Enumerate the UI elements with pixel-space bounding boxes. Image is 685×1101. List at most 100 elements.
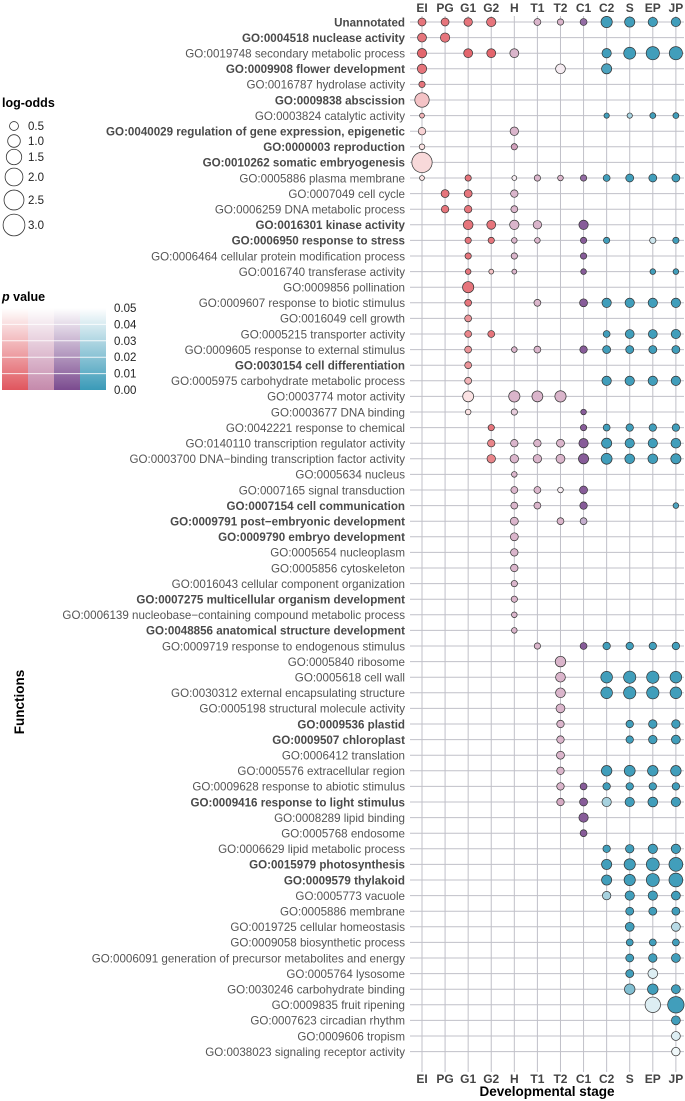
size-legend-circle <box>3 189 25 211</box>
top-stage-label-ep: EP <box>645 1 661 15</box>
bubble-point <box>440 17 450 27</box>
bubble-point <box>580 408 587 416</box>
bubble-point <box>603 112 610 119</box>
bottom-stage-label-c2: C2 <box>599 1072 615 1086</box>
bubble-point <box>602 891 612 901</box>
bubble-point <box>671 984 681 994</box>
function-label: GO:0140110 transcription regulator activ… <box>185 438 405 451</box>
function-label: GO:0016301 kinase activity <box>255 219 405 232</box>
bubble-point <box>440 32 451 43</box>
bubble-point <box>509 126 519 136</box>
top-stage-label-jp: JP <box>669 1 684 15</box>
bubble-point <box>509 516 519 526</box>
function-label: GO:0005773 vacuole <box>295 890 405 903</box>
bubble-point <box>510 486 519 494</box>
bubble-point <box>511 611 518 618</box>
function-label: GO:0030312 external encapsulating struct… <box>171 687 405 700</box>
bubble-point <box>625 782 634 791</box>
bubble-point <box>556 438 565 448</box>
size-legend-title: log-odds <box>2 96 55 110</box>
bubble-point <box>464 314 472 323</box>
bubble-point <box>464 298 472 307</box>
bubble-point <box>601 858 613 870</box>
bubble-point <box>579 18 588 26</box>
bubble-point <box>649 236 657 244</box>
bubble-point <box>625 719 634 729</box>
bubble-point <box>579 829 588 838</box>
function-label: GO:0009628 response to abiotic stimulus <box>192 781 405 794</box>
function-label: GO:0040029 regulation of gene expression… <box>106 126 406 139</box>
bubble-point <box>624 438 635 449</box>
bubble-point <box>625 844 635 854</box>
bubble-point <box>555 703 566 714</box>
function-label: GO:0015979 photosynthesis <box>249 859 405 872</box>
bubble-point <box>463 17 473 27</box>
bubble-point <box>670 453 682 465</box>
bubble-point <box>647 438 658 449</box>
bubble-point <box>555 63 566 75</box>
bottom-stage-labels: EI PG G1 G2 H T1 T2 C1 C2 S EP JP <box>416 1072 683 1086</box>
function-label: GO:0005975 carbohydrate metabolic proces… <box>171 375 405 388</box>
bubble-point <box>625 906 635 916</box>
bubble-point <box>624 921 635 932</box>
bubble-point <box>510 439 519 448</box>
bubble-point <box>601 437 613 449</box>
color-legend-tick-label: 0.02 <box>114 352 136 364</box>
size-legend-label: 1.0 <box>28 136 44 148</box>
bubble-point <box>580 252 588 260</box>
bubble-point <box>510 252 518 260</box>
bubble-point <box>579 642 588 650</box>
bubble-point <box>579 501 588 510</box>
bubble-point <box>601 796 612 808</box>
function-label: GO:0016740 transferase activity <box>239 266 405 279</box>
bubble-point <box>464 236 472 244</box>
function-label: GO:0005634 nucleus <box>295 469 405 482</box>
bubble-point <box>601 63 613 75</box>
bubble-point <box>578 453 589 465</box>
bubble-point <box>579 345 588 354</box>
bubble-point <box>646 686 660 700</box>
bubble-point <box>624 796 635 808</box>
bubble-point <box>648 345 658 354</box>
bottom-stage-label-c1: C1 <box>576 1072 592 1086</box>
bubble-point <box>579 782 588 791</box>
bubble-point <box>534 237 541 244</box>
function-label: GO:0009791 post−embryonic development <box>170 516 405 529</box>
bubble-point <box>625 423 634 432</box>
bubble-point <box>580 174 588 182</box>
function-label: GO:0008289 lipid binding <box>274 812 405 825</box>
bubble-point <box>511 346 518 353</box>
function-label: GO:0005576 extracellular region <box>237 765 405 778</box>
bottom-stage-label-jp: JP <box>669 1072 684 1086</box>
bubble-point <box>625 735 634 744</box>
bubble-point <box>649 112 657 119</box>
bubble-point <box>509 219 520 230</box>
function-label: GO:0003700 DNA−binding transcription fac… <box>130 453 406 466</box>
y-axis-title: Functions <box>12 670 27 735</box>
bubble-point <box>555 671 566 683</box>
bubble-point <box>417 127 427 136</box>
bubble-point <box>671 719 681 729</box>
function-label: GO:0009579 thylakoid <box>284 874 405 887</box>
bubble-point <box>533 439 542 448</box>
function-label: GO:0003677 DNA binding <box>271 406 405 419</box>
function-label: GO:0019725 cellular homeostasis <box>230 921 405 934</box>
function-label: GO:0009719 response to endogenous stimul… <box>162 640 405 653</box>
bubble-point <box>464 361 472 370</box>
bubble-point <box>463 48 473 58</box>
bubble-point <box>556 766 565 775</box>
bubble-point <box>648 735 658 745</box>
bubble-point <box>464 345 472 354</box>
color-legend-tick-label: 0.03 <box>114 336 136 348</box>
bubble-point <box>623 858 636 871</box>
function-label: GO:0003824 catalytic activity <box>255 110 405 123</box>
bubble-point <box>511 268 518 275</box>
function-label: GO:0009606 tropism <box>297 1030 405 1043</box>
bubble-point <box>487 330 496 338</box>
bubble-point <box>487 439 496 448</box>
top-stage-label-c1: C1 <box>576 1 592 15</box>
size-legend-circle <box>4 167 24 187</box>
function-label: GO:0005764 lysosome <box>286 968 405 981</box>
top-stage-label-g1: G1 <box>460 1 476 15</box>
bubble-point <box>625 173 635 183</box>
